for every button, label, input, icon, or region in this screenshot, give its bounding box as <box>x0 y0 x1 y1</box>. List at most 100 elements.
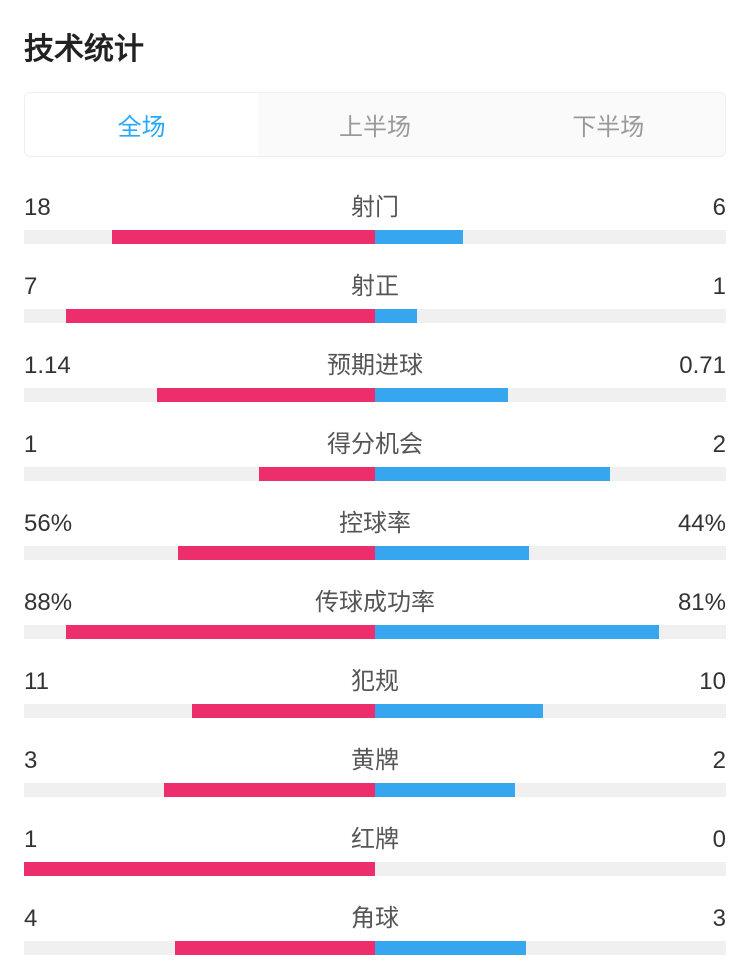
stat-bar-right-fill <box>375 625 659 639</box>
stat-left-value: 56% <box>24 510 104 538</box>
tab-second-half[interactable]: 下半场 <box>492 93 725 156</box>
stat-right-value: 2 <box>646 747 726 775</box>
stat-bar-right-fill <box>375 388 508 402</box>
stat-bar-right-fill <box>375 546 529 560</box>
stat-bar-left-fill <box>259 467 375 481</box>
stat-bar-track <box>24 309 726 323</box>
stat-name: 预期进球 <box>104 345 646 380</box>
stat-right-value: 44% <box>646 510 726 538</box>
stat-right-value: 10 <box>646 668 726 696</box>
stat-bar-left-half <box>24 467 375 481</box>
stat-left-value: 3 <box>24 747 104 775</box>
stat-name: 控球率 <box>104 503 646 538</box>
stat-right-value: 0.71 <box>646 352 726 380</box>
stat-bar-left-half <box>24 862 375 876</box>
stat-bar-right-half <box>375 704 726 718</box>
stat-labels: 3黄牌2 <box>24 740 726 775</box>
stat-bar-left-fill <box>178 546 375 560</box>
stat-row: 1红牌0 <box>24 819 726 876</box>
period-tabs: 全场 上半场 下半场 <box>24 92 726 157</box>
stat-bar-left-half <box>24 783 375 797</box>
stat-bar-right-half <box>375 388 726 402</box>
stat-bar-track <box>24 625 726 639</box>
stat-left-value: 18 <box>24 194 104 222</box>
stat-row: 1得分机会2 <box>24 424 726 481</box>
stat-bar-left-half <box>24 625 375 639</box>
stat-bar-track <box>24 230 726 244</box>
stat-bar-track <box>24 388 726 402</box>
stats-panel: 技术统计 全场 上半场 下半场 18射门67射正11.14预期进球0.711得分… <box>0 0 750 955</box>
stat-bar-left-half <box>24 546 375 560</box>
stat-right-value: 2 <box>646 431 726 459</box>
stat-name: 传球成功率 <box>104 582 646 617</box>
stat-bar-left-fill <box>24 862 375 876</box>
stat-left-value: 4 <box>24 905 104 933</box>
stat-bar-left-fill <box>66 309 375 323</box>
stat-left-value: 1 <box>24 431 104 459</box>
stat-bar-left-fill <box>112 230 375 244</box>
stat-row: 7射正1 <box>24 266 726 323</box>
stat-right-value: 6 <box>646 194 726 222</box>
stat-bar-right-fill <box>375 941 526 955</box>
stat-bar-left-half <box>24 704 375 718</box>
stat-bar-track <box>24 783 726 797</box>
stat-bar-right-fill <box>375 467 610 481</box>
stat-bar-right-half <box>375 309 726 323</box>
stat-bar-right-half <box>375 230 726 244</box>
stat-bar-right-fill <box>375 309 417 323</box>
stat-left-value: 1.14 <box>24 352 104 380</box>
stat-bar-left-fill <box>164 783 375 797</box>
stat-left-value: 1 <box>24 826 104 854</box>
stat-row: 3黄牌2 <box>24 740 726 797</box>
stat-bar-left-half <box>24 309 375 323</box>
stat-right-value: 3 <box>646 905 726 933</box>
stat-bar-right-fill <box>375 230 463 244</box>
stat-bar-left-fill <box>192 704 375 718</box>
stat-name: 黄牌 <box>104 740 646 775</box>
stat-labels: 11犯规10 <box>24 661 726 696</box>
stat-name: 角球 <box>104 898 646 933</box>
stat-bar-left-half <box>24 941 375 955</box>
stat-bar-track <box>24 467 726 481</box>
stat-bar-right-half <box>375 862 726 876</box>
stat-row: 11犯规10 <box>24 661 726 718</box>
stat-bar-left-fill <box>157 388 375 402</box>
stat-bar-track <box>24 941 726 955</box>
stat-left-value: 7 <box>24 273 104 301</box>
stat-name: 射门 <box>104 187 646 222</box>
tab-first-half[interactable]: 上半场 <box>258 93 491 156</box>
stat-bar-track <box>24 546 726 560</box>
stat-bar-right-fill <box>375 783 515 797</box>
stat-row: 88%传球成功率81% <box>24 582 726 639</box>
stat-row: 4角球3 <box>24 898 726 955</box>
stat-bar-right-half <box>375 467 726 481</box>
stat-bar-track <box>24 704 726 718</box>
stat-labels: 1红牌0 <box>24 819 726 854</box>
stat-name: 得分机会 <box>104 424 646 459</box>
stat-right-value: 0 <box>646 826 726 854</box>
page-title: 技术统计 <box>24 24 726 68</box>
stat-right-value: 1 <box>646 273 726 301</box>
stat-bar-track <box>24 862 726 876</box>
tab-full[interactable]: 全场 <box>25 93 258 156</box>
stat-labels: 4角球3 <box>24 898 726 933</box>
stat-right-value: 81% <box>646 589 726 617</box>
stat-labels: 7射正1 <box>24 266 726 301</box>
stat-labels: 88%传球成功率81% <box>24 582 726 617</box>
stat-bar-left-half <box>24 388 375 402</box>
stat-labels: 1得分机会2 <box>24 424 726 459</box>
stat-labels: 18射门6 <box>24 187 726 222</box>
stat-name: 犯规 <box>104 661 646 696</box>
stat-bar-left-half <box>24 230 375 244</box>
stats-list: 18射门67射正11.14预期进球0.711得分机会256%控球率44%88%传… <box>24 187 726 955</box>
stat-bar-right-half <box>375 783 726 797</box>
stat-labels: 56%控球率44% <box>24 503 726 538</box>
stat-bar-right-half <box>375 941 726 955</box>
stat-row: 18射门6 <box>24 187 726 244</box>
stat-left-value: 88% <box>24 589 104 617</box>
stat-name: 红牌 <box>104 819 646 854</box>
stat-row: 1.14预期进球0.71 <box>24 345 726 402</box>
stat-bar-right-half <box>375 625 726 639</box>
stat-bar-right-half <box>375 546 726 560</box>
stat-row: 56%控球率44% <box>24 503 726 560</box>
